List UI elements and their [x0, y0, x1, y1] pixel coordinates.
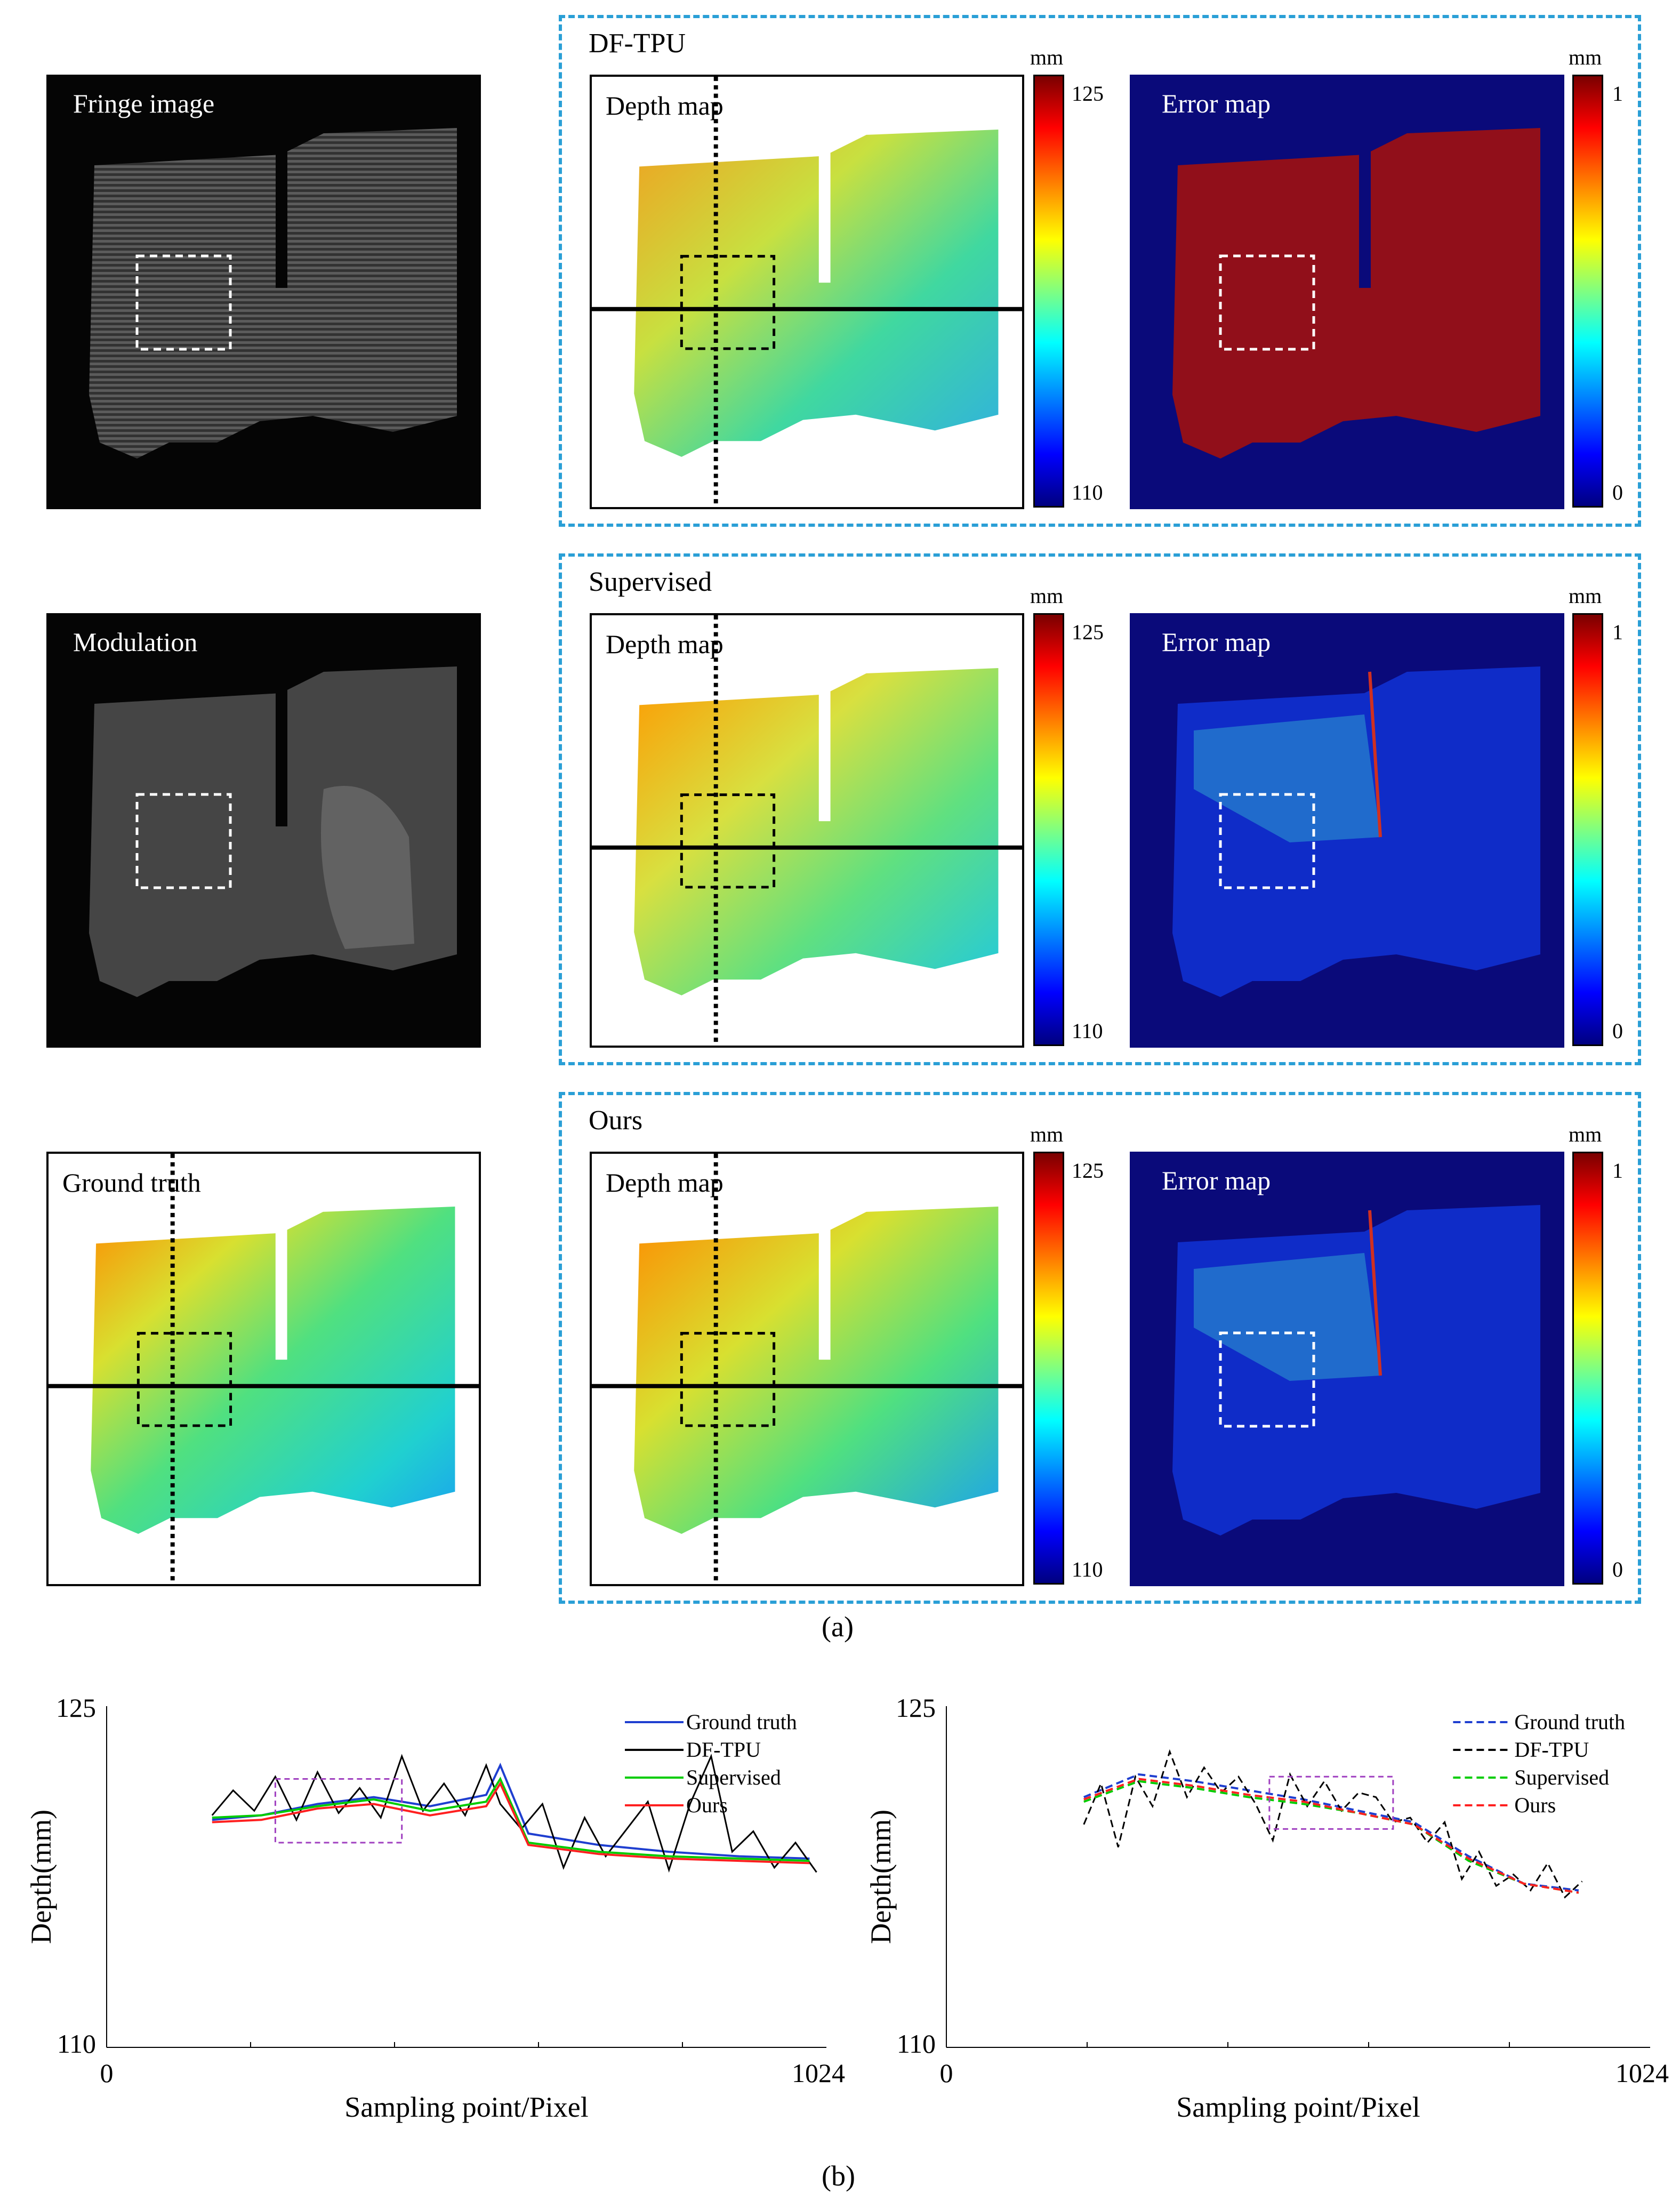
- error-colorbar-max: 1: [1612, 620, 1623, 644]
- legend-label: Supervised: [686, 1765, 781, 1789]
- error-colorbar-max: 1: [1612, 1159, 1623, 1183]
- group-title: Ours: [589, 1105, 643, 1136]
- error-colorbar: [1572, 75, 1603, 508]
- depth-colorbar: [1033, 613, 1064, 1046]
- depth-colorbar-max: 125: [1072, 1159, 1104, 1183]
- y-tick-label-max: 125: [56, 1693, 96, 1723]
- error-colorbar: [1572, 1152, 1603, 1585]
- x-axis-label: Sampling point/Pixel: [344, 2091, 589, 2123]
- error-map-panel: Error map: [1130, 613, 1564, 1048]
- x-tick-label-min: 0: [100, 2058, 114, 2088]
- series-line-df-tpu: [211, 1754, 817, 1873]
- depth-colorbar: [1033, 75, 1064, 508]
- series-line-ours: [1083, 1778, 1579, 1894]
- depth-colorbar: [1033, 1152, 1064, 1585]
- ground-truth-label: Ground truth: [62, 1168, 201, 1198]
- depth-colorbar-min: 110: [1072, 1019, 1103, 1043]
- series-line-df-tpu: [1083, 1749, 1583, 1899]
- legend-label: Ground truth: [686, 1710, 797, 1734]
- depth-map-image: [592, 1154, 1022, 1584]
- error-colorbar-min: 0: [1612, 1019, 1623, 1043]
- error-map-image: [1172, 666, 1540, 997]
- fringe-image: [89, 128, 457, 459]
- legend-label: Ground truth: [1514, 1710, 1625, 1734]
- group-supervised: Supervised Depth map mm 125 110 Error map mm…: [559, 553, 1641, 1065]
- depth-colorbar-unit: mm: [1030, 1122, 1064, 1146]
- depth-colorbar-min: 110: [1072, 480, 1103, 504]
- depth-colorbar-max: 125: [1072, 82, 1104, 106]
- error-colorbar-min: 0: [1612, 1557, 1623, 1581]
- series-line-supervised: [1083, 1780, 1579, 1894]
- group-dftpu: DF-TPU Depth map mm 125 110 Error map mm 1 0: [559, 15, 1641, 527]
- series-line-supervised: [212, 1777, 810, 1862]
- modulation-image: [89, 666, 457, 997]
- depth-map-image: [592, 615, 1022, 1046]
- group-ours: Ours Depth map mm 125 110 Error map mm 1 0: [559, 1092, 1641, 1604]
- fringe-image-panel: Fringe image: [46, 75, 481, 509]
- depth-colorbar-max: 125: [1072, 620, 1104, 644]
- error-map-panel: Error map: [1130, 75, 1564, 509]
- depth-colorbar-unit: mm: [1030, 584, 1064, 608]
- y-axis-label: Depth(mm): [865, 1810, 897, 1944]
- error-colorbar-unit: mm: [1569, 1122, 1602, 1146]
- error-map-image: [1172, 1205, 1540, 1536]
- depth-map-label: Depth map: [606, 91, 724, 120]
- error-map-label: Error map: [1162, 89, 1271, 118]
- x-axis-label: Sampling point/Pixel: [1176, 2091, 1420, 2123]
- modulation-panel: Modulation: [46, 613, 481, 1048]
- x-tick-label-max: 1024: [1615, 2058, 1669, 2088]
- caption-b: (b): [822, 2160, 855, 2192]
- ground-truth-panel: Ground truth: [46, 1152, 481, 1586]
- error-map-panel: Error map: [1130, 1152, 1564, 1586]
- group-title: Supervised: [589, 567, 712, 597]
- depth-map-panel: Depth map: [590, 75, 1024, 509]
- error-colorbar-max: 1: [1612, 82, 1623, 106]
- depth-colorbar-min: 110: [1072, 1557, 1103, 1581]
- error-colorbar-unit: mm: [1569, 584, 1602, 608]
- legend-label: DF-TPU: [686, 1738, 761, 1762]
- error-map-label: Error map: [1162, 1166, 1271, 1195]
- x-tick-label-max: 1024: [792, 2058, 845, 2088]
- error-colorbar: [1572, 613, 1603, 1046]
- series-line-ours: [212, 1781, 810, 1865]
- depth-map-label: Depth map: [606, 629, 724, 659]
- group-title: DF-TPU: [589, 28, 686, 59]
- y-axis-label: Depth(mm): [25, 1810, 57, 1944]
- y-tick-label-min: 110: [897, 2029, 936, 2059]
- error-map-label: Error map: [1162, 627, 1271, 657]
- zoom-region-box: [1268, 1775, 1394, 1830]
- legend-label: DF-TPU: [1514, 1738, 1589, 1762]
- series-line-ground-truth: [212, 1762, 810, 1860]
- depth-map-label: Depth map: [606, 1168, 724, 1198]
- fringe-image-label: Fringe image: [73, 89, 215, 118]
- zoom-region-box: [274, 1778, 403, 1844]
- error-colorbar-min: 0: [1612, 480, 1623, 504]
- legend-label: Supervised: [1514, 1765, 1609, 1789]
- depth-colorbar-unit: mm: [1030, 45, 1064, 69]
- ground-truth-depth: [49, 1154, 479, 1584]
- error-map-image: [1172, 128, 1540, 459]
- depth-map-image: [592, 77, 1022, 507]
- depth-map-panel: Depth map: [590, 1152, 1024, 1586]
- depth-map-panel: Depth map: [590, 613, 1024, 1048]
- series-line-ground-truth: [1083, 1773, 1579, 1892]
- error-colorbar-unit: mm: [1569, 45, 1602, 69]
- y-tick-label-max: 125: [896, 1693, 936, 1723]
- legend-label: Ours: [686, 1793, 728, 1817]
- legend-label: Ours: [1514, 1793, 1556, 1817]
- y-tick-label-min: 110: [57, 2029, 96, 2059]
- modulation-label: Modulation: [73, 627, 198, 657]
- caption-a: (a): [822, 1611, 854, 1643]
- x-tick-label-min: 0: [940, 2058, 953, 2088]
